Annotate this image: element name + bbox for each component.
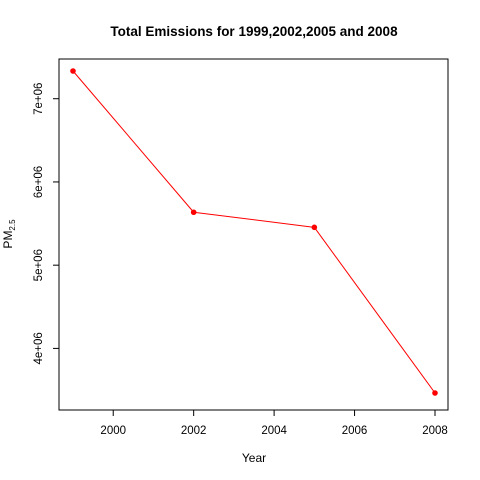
- data-point: [70, 68, 76, 74]
- x-tick-label: 2008: [422, 425, 448, 437]
- data-point: [190, 209, 197, 216]
- series-total-emissions: [70, 68, 438, 396]
- y-axis: 4e+06 5e+06 6e+06 7e+06: [33, 83, 59, 365]
- plot-frame: [58, 58, 449, 411]
- y-tick-label: 5e+06: [33, 249, 45, 281]
- x-tick-label: 2002: [181, 425, 207, 437]
- series-line-segment: [313, 227, 436, 394]
- y-tick-label: 6e+06: [33, 166, 45, 198]
- series-line-segment: [193, 211, 315, 228]
- chart-title: Total Emissions for 1999,2002,2005 and 2…: [110, 24, 398, 39]
- x-tick-label: 2006: [342, 425, 368, 437]
- y-tick-label: 7e+06: [33, 83, 45, 115]
- x-tick-label: 2004: [261, 425, 287, 437]
- y-axis-label: PM2.5: [1, 219, 17, 249]
- y-axis-label-main: PM: [1, 231, 15, 249]
- x-tick-label: 2000: [100, 425, 126, 437]
- data-point: [432, 390, 438, 396]
- x-axis-label: Year: [242, 451, 266, 465]
- x-axis: 2000 2002 2004 2006 2008: [100, 410, 448, 437]
- data-point: [311, 224, 318, 231]
- y-tick-label: 4e+06: [33, 332, 45, 364]
- y-axis-label-subscript: 2.5: [8, 219, 17, 231]
- series-line-segment: [72, 70, 195, 213]
